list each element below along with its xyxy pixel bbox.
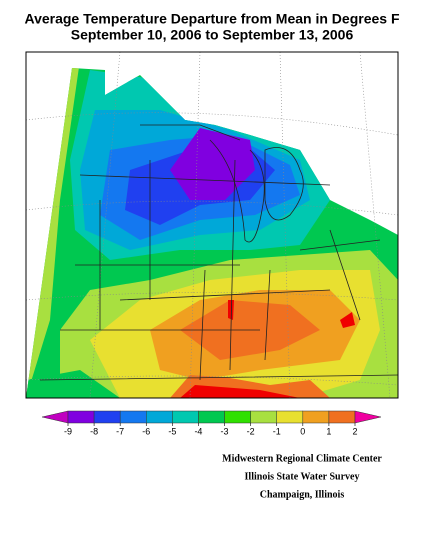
colorbar-segment	[67, 410, 95, 424]
colorbar-tick-label: -5	[168, 426, 176, 436]
colorbar-segment	[328, 410, 356, 424]
colorbar-arrow	[354, 410, 382, 424]
colorbar-tick-label: 1	[326, 426, 331, 436]
credit: Champaign, Illinois	[260, 489, 345, 500]
colorbar-arrow	[41, 410, 69, 424]
credit: Illinois State Water Survey	[245, 471, 360, 482]
colorbar-segment	[119, 410, 147, 424]
colorbar-segment	[172, 410, 199, 424]
colorbar-tick-label: -4	[194, 426, 202, 436]
title-line: September 10, 2006 to September 13, 2006	[71, 27, 354, 43]
colorbar-segment	[146, 410, 173, 424]
colorbar-tick-label: -9	[64, 426, 72, 436]
colorbar-segment	[276, 410, 304, 424]
colorbar-segment	[250, 410, 277, 424]
colorbar-segment	[198, 410, 225, 424]
map	[26, 52, 398, 398]
colorbar-tick-label: -1	[273, 426, 281, 436]
colorbar-segment	[302, 410, 330, 424]
title-line: Average Temperature Departure from Mean …	[24, 11, 399, 27]
credit: Midwestern Regional Climate Center	[222, 453, 382, 464]
colorbar-segment	[224, 410, 251, 424]
colorbar-tick-label: -3	[221, 426, 229, 436]
map-frame	[25, 51, 399, 399]
colorbar: -9 -8 -7 -6 -5 -4 -3 -2 -1 0 1 2	[41, 410, 382, 436]
colorbar-tick-label: 0	[300, 426, 305, 436]
colorbar-tick-label: -7	[116, 426, 124, 436]
colorbar-tick-label: 2	[352, 426, 357, 436]
colorbar-tick-label: -8	[90, 426, 98, 436]
colorbar-tick-label: -2	[247, 426, 255, 436]
colorbar-segment	[93, 410, 121, 424]
colorbar-tick-label: -6	[142, 426, 150, 436]
